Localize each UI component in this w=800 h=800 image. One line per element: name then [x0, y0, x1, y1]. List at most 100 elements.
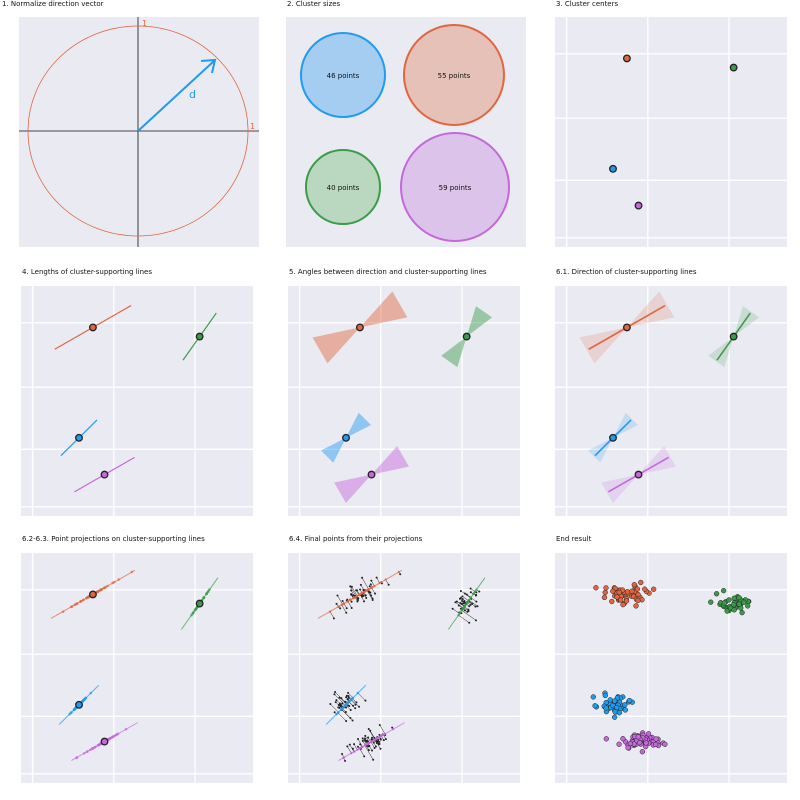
final-point-orange: [345, 611, 348, 614]
projection-point-green: [459, 611, 462, 614]
projection-link-green: [468, 600, 478, 607]
final-point-blue: [329, 703, 332, 706]
final-point-blue: [341, 702, 344, 705]
final-points-plot: [288, 553, 520, 783]
projection-link-green: [464, 593, 471, 598]
unit-circle: [27, 25, 249, 237]
projection-point-orange: [380, 580, 383, 584]
final-point-purple: [374, 745, 377, 748]
data-point-orange: [614, 594, 620, 600]
final-point-green: [461, 597, 464, 600]
final-point-purple: [361, 737, 364, 740]
panel-title: 6.2-6.3. Point projections on cluster-su…: [22, 535, 205, 543]
cluster-center-orange: [622, 323, 631, 332]
final-point-purple: [367, 749, 370, 752]
final-point-purple: [378, 723, 381, 726]
projection-point-green: [463, 605, 466, 608]
projection-link-blue: [341, 709, 351, 719]
data-point-blue: [592, 703, 598, 709]
data-point-orange: [601, 594, 608, 601]
projection-point-orange: [355, 594, 359, 598]
projection-point-orange: [353, 596, 356, 599]
projection-point-orange: [365, 589, 369, 592]
panel-title: 6.4. Final points from their projections: [289, 535, 423, 543]
cluster-sizes-plot: 46 points 55 points 40 points 59 points: [286, 17, 526, 247]
projection-point-purple: [368, 741, 371, 744]
final-point-orange: [399, 573, 402, 576]
final-point-orange: [350, 589, 353, 592]
cluster-center-purple: [100, 737, 109, 746]
projection-point-blue: [343, 704, 346, 708]
final-point-orange: [362, 594, 365, 597]
cluster-center-blue: [609, 164, 617, 173]
projection-link-green: [452, 608, 460, 614]
projection-link-blue: [348, 701, 356, 709]
data-point-purple: [645, 731, 652, 737]
final-point-blue: [335, 699, 338, 702]
final-point-green: [467, 608, 470, 611]
plot-svg: [288, 553, 520, 783]
projection-link-blue: [347, 692, 354, 698]
final-point-purple: [356, 738, 359, 741]
projection-link-green: [470, 597, 477, 602]
panel-title: 6.1. Direction of cluster-supporting lin…: [556, 268, 697, 276]
panel-title: End result: [556, 535, 592, 543]
projection-link-orange: [361, 577, 369, 590]
final-point-orange: [361, 576, 364, 579]
final-point-green: [469, 591, 472, 594]
projection-link-blue: [337, 712, 347, 722]
final-point-orange: [368, 585, 371, 588]
data-point-orange: [616, 589, 622, 596]
projection-point-green: [461, 607, 464, 611]
final-point-orange: [374, 592, 377, 595]
projection-point-green: [202, 596, 206, 600]
final-point-purple: [367, 727, 370, 730]
final-point-blue: [347, 694, 350, 697]
data-point-green: [731, 601, 737, 608]
final-point-green: [469, 603, 472, 606]
data-point-blue: [607, 697, 613, 703]
data-point-orange: [634, 586, 641, 592]
projection-point-purple: [116, 732, 119, 736]
final-point-green: [478, 590, 481, 593]
data-point-purple: [662, 741, 668, 747]
projection-point-orange: [371, 586, 374, 589]
final-point-purple: [384, 738, 387, 741]
final-point-blue: [338, 702, 341, 705]
projection-point-orange: [106, 584, 109, 588]
circle-label-top: 1: [142, 19, 147, 28]
projection-point-green: [208, 588, 211, 591]
final-point-blue: [344, 711, 347, 714]
final-point-orange: [363, 600, 366, 603]
projection-link-green: [456, 601, 465, 607]
projection-link-purple: [370, 741, 375, 749]
final-point-blue: [349, 717, 352, 720]
data-point-orange: [609, 598, 615, 605]
projection-point-orange: [73, 603, 77, 607]
projection-point-green: [192, 611, 195, 614]
projection-point-green: [469, 596, 472, 599]
projection-point-blue: [336, 711, 340, 714]
final-point-purple: [368, 744, 371, 747]
projection-point-purple: [91, 746, 95, 750]
cluster-center-green: [195, 332, 204, 341]
data-point-orange: [602, 589, 608, 596]
projection-link-blue: [351, 699, 360, 707]
projection-link-orange: [337, 595, 343, 605]
data-point-purple: [636, 740, 643, 746]
final-point-blue: [348, 704, 351, 707]
plot-svg: [288, 286, 520, 516]
final-point-purple: [378, 740, 381, 743]
projection-point-orange: [130, 570, 134, 574]
cluster-size-blue: [300, 32, 386, 118]
final-point-green: [461, 600, 464, 603]
final-point-green: [468, 605, 471, 608]
cluster-center-orange: [355, 323, 364, 332]
data-point-green: [736, 594, 742, 601]
final-point-orange: [371, 599, 374, 602]
final-point-blue: [333, 711, 336, 714]
projection-point-orange: [397, 570, 400, 574]
final-point-blue: [345, 719, 348, 722]
cluster-size-label-green: 40 points: [327, 184, 360, 192]
final-point-blue: [338, 706, 341, 709]
